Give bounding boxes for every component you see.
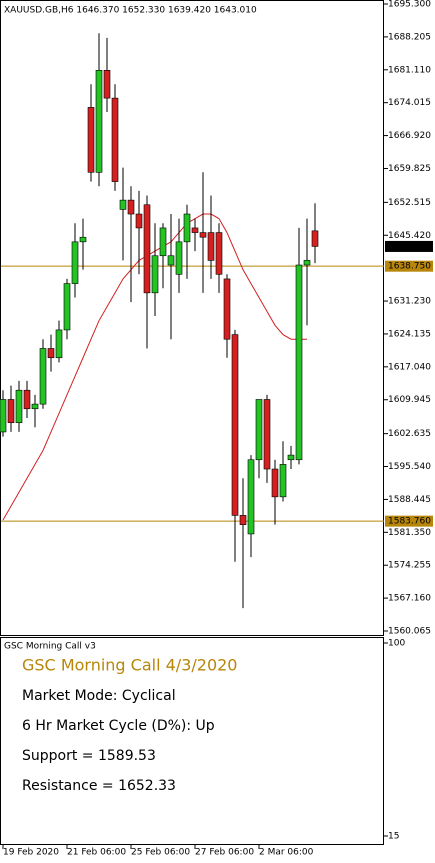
y-tick-label: 1588.445 [388,495,431,505]
y-tick-label: 1617.040 [388,362,431,372]
y-tick-label: 1609.945 [388,395,431,405]
candle-body [63,283,71,331]
candle-body [119,199,127,210]
indicator-tick-label: 100 [388,639,405,649]
candle-body [135,213,143,229]
y-tick-label: 1674.015 [388,98,431,108]
candle-body [311,230,319,247]
indicator-line: 6 Hr Market Cycle (D%): Up [22,718,215,734]
candle-body [207,232,215,261]
indicator-line: Resistance = 1652.33 [22,778,176,794]
candle-body [55,329,63,359]
candle-body [159,227,167,257]
candle-body [31,403,39,410]
candle-body [231,334,239,516]
candle-body [23,389,31,410]
candle-body [239,515,247,525]
indicator-frame [0,637,384,845]
candle-body [151,255,159,294]
x-tick-label: 27 Feb 06:00 [195,848,254,858]
candle-body [111,97,119,182]
candle-body [199,232,207,238]
y-tick-label: 1574.255 [388,561,431,571]
y-tick-label: 1567.160 [388,594,431,604]
indicator-title: GSC Morning Call v3 [4,642,96,652]
level-label: 1638.750 [388,262,431,272]
candle-body [7,399,15,423]
indicator-tick-label: 15 [388,832,399,842]
x-tick-label: 21 Feb 06:00 [67,848,126,858]
candle-body [223,278,231,340]
y-tick-label: 1624.135 [388,329,431,339]
y-tick-label: 1681.110 [388,65,431,75]
candle-body [175,241,183,275]
current-price-label: 1643.010 [388,242,431,252]
indicator-line: Market Mode: Cyclical [22,688,176,704]
y-tick-label: 1602.635 [388,429,431,439]
level-label-box [385,260,433,272]
candle-body [183,213,191,243]
candle-body [263,399,271,470]
candle-body [279,464,287,498]
y-tick-label: 1560.065 [388,627,431,637]
x-tick-label: 2 Mar 06:00 [259,848,314,858]
indicator-heading: GSC Morning Call 4/3/2020 [22,656,237,675]
y-tick-label: 1581.350 [388,528,431,538]
indicator-line: Support = 1589.53 [22,748,156,764]
y-tick-label: 1659.825 [388,164,431,174]
candle-body [191,227,199,233]
y-tick-label: 1688.205 [388,32,431,42]
price-frame [0,0,384,636]
level-label: 1583.760 [388,517,431,527]
candle-body [247,459,255,535]
y-tick-label: 1695.300 [388,0,431,10]
y-tick-label: 1595.540 [388,462,431,472]
y-tick-label: 1666.920 [388,131,431,141]
candle-body [87,107,95,173]
candle-body [47,348,55,359]
y-tick-label: 1652.515 [388,198,431,208]
candle-body [103,70,111,99]
candle-body [271,468,279,498]
candle-body [167,255,175,266]
candle-body [287,454,295,461]
candle-body [295,264,303,461]
candle-body [215,232,223,275]
candle-body [0,399,7,433]
candle-body [255,399,263,461]
candle-body [79,236,87,243]
level-label-box [385,515,433,527]
candle-body [95,70,103,173]
y-tick-label: 1631.230 [388,297,431,307]
candle-body [15,389,23,423]
candle-body [143,204,151,294]
candle-body [39,348,47,405]
candle-body [303,260,311,266]
candle-body [71,241,79,284]
y-tick-label: 1645.420 [388,231,431,241]
current-price-box [385,240,433,252]
x-tick-label: 25 Feb 06:00 [131,848,190,858]
chart-title: XAUUSD.GB,H6 1646.370 1652.330 1639.420 … [4,6,257,16]
x-tick-label: 19 Feb 2020 [3,848,59,858]
candle-body [127,199,135,215]
